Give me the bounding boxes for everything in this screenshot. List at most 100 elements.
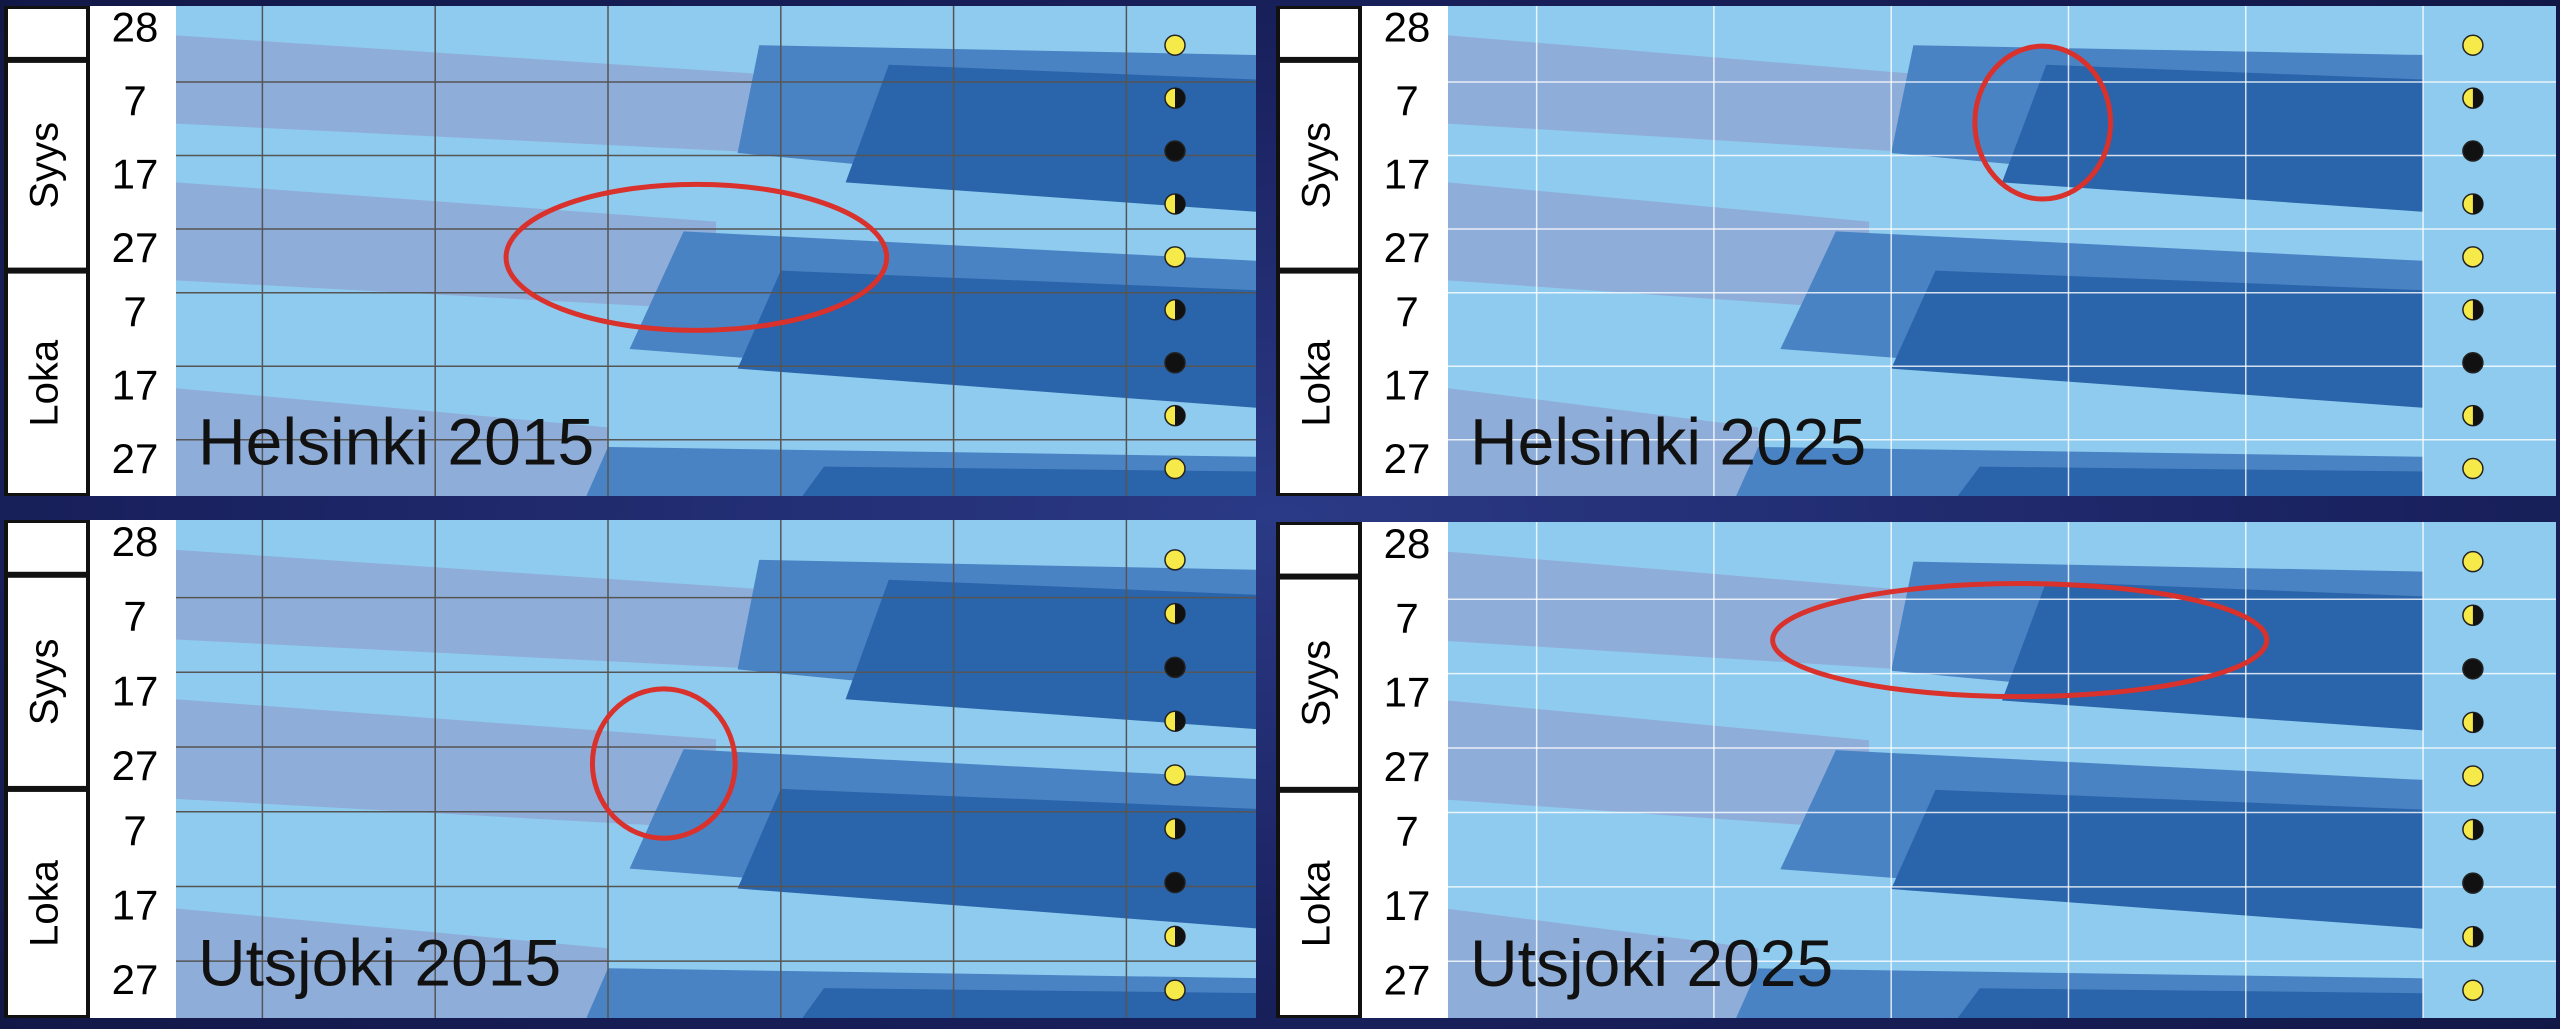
month-box (8, 62, 86, 268)
month-box (8, 9, 86, 57)
darkness-band (176, 388, 608, 496)
highlight-ellipse (503, 181, 890, 333)
month-box (1280, 792, 1358, 1015)
darkness-band (176, 699, 716, 829)
moon-phase (2462, 765, 2484, 787)
moon-shadow (2472, 405, 2483, 426)
day-label: 27 (1384, 956, 1431, 1003)
panel-title: Helsinki 2025 (1470, 404, 1866, 478)
day-label: 28 (1384, 6, 1431, 51)
moon-phase (1164, 549, 1186, 571)
darkness-band (802, 988, 1256, 1018)
day-label: 27 (1384, 743, 1431, 790)
darkness-band (1957, 466, 2424, 496)
day-label: 17 (112, 667, 159, 714)
moon-shadow (1175, 405, 1185, 426)
month-label: Loka (23, 859, 67, 946)
day-label: 17 (1384, 151, 1431, 198)
darkness-band (1957, 988, 2424, 1018)
day-label: 27 (1384, 435, 1431, 482)
day-label: 17 (1384, 669, 1431, 716)
darkness-band (1448, 35, 1925, 153)
panel: Syys Loka 28 7 17 27 7 17 27 Utsjoki 2025 (1276, 522, 2556, 1018)
moon-phase (1164, 871, 1186, 894)
month-box (1280, 273, 1358, 493)
day-label: 7 (123, 593, 146, 640)
day-column (1362, 6, 1448, 496)
panel-graphic: Syys Loka 28 7 17 27 7 17 27 Helsinki 2025 (1276, 6, 2556, 496)
moon-phase (2462, 246, 2484, 268)
panel: Syys Loka 28 7 17 27 7 17 27 Utsjoki 2015 (4, 520, 1256, 1018)
moon-phase (2462, 140, 2484, 162)
moon-shadow (1175, 299, 1185, 320)
day-column (90, 6, 176, 496)
moon-phase (1164, 457, 1186, 480)
highlight-ellipse (589, 686, 738, 841)
month-box (8, 273, 86, 493)
panel: Syys Loka 28 7 17 27 7 17 27 Helsinki 2025 (1276, 6, 2556, 496)
moon-shadow (1175, 711, 1185, 732)
moon-phase (1164, 34, 1186, 56)
darkness-band (176, 182, 716, 310)
darkness-band (1448, 182, 1870, 310)
darkness-band (176, 35, 770, 153)
darkness-band (845, 64, 1256, 212)
panel-title: Utsjoki 2015 (198, 926, 561, 1000)
moon-shadow (1175, 88, 1185, 109)
day-label: 27 (112, 435, 159, 482)
moon-phase (2462, 550, 2484, 573)
darkness-band (176, 549, 770, 670)
moon-shadow (2472, 819, 2483, 840)
moon-shadow (2472, 193, 2483, 214)
month-box (1280, 62, 1358, 268)
moon-shadow (2472, 88, 2483, 109)
day-label: 17 (112, 882, 159, 929)
month-box (8, 523, 86, 572)
panel-graphic: Syys Loka 28 7 17 27 7 17 27 Utsjoki 2025 (1276, 522, 2556, 1018)
panel-title: Helsinki 2015 (198, 404, 594, 478)
day-label: 17 (1384, 361, 1431, 408)
moon-shadow (2472, 605, 2483, 626)
day-column (1362, 522, 1448, 1018)
moon-phase (1164, 656, 1186, 679)
day-label: 17 (112, 361, 159, 408)
month-box (1280, 525, 1358, 574)
moon-phase (2462, 658, 2484, 680)
day-label: 7 (1395, 288, 1418, 335)
highlight-ellipse (1770, 581, 2270, 700)
moon-phase (1164, 351, 1186, 374)
month-label: Syys (1295, 640, 1339, 727)
darkness-band (1448, 551, 1925, 671)
day-label: 27 (112, 956, 159, 1003)
month-box (1280, 579, 1358, 787)
darkness-band (1448, 388, 1759, 496)
day-label: 17 (112, 151, 159, 198)
day-label: 7 (123, 288, 146, 335)
month-label: Loka (23, 339, 67, 426)
day-label: 17 (1384, 882, 1431, 929)
moon-shadow (2472, 299, 2483, 320)
month-label: Loka (1295, 860, 1339, 947)
moon-phase (2462, 34, 2484, 56)
moon-phase (1164, 246, 1186, 268)
day-label: 28 (112, 6, 159, 51)
day-label: 7 (1395, 77, 1418, 124)
moon-phase (1164, 140, 1186, 162)
moon-phase (1164, 764, 1186, 786)
month-box (8, 577, 86, 786)
day-label: 7 (1395, 594, 1418, 641)
month-label: Syys (23, 639, 67, 726)
day-label: 27 (112, 224, 159, 271)
moon-shadow (2472, 926, 2483, 947)
moon-phase (2462, 979, 2484, 1001)
darkness-band (845, 579, 1256, 730)
month-label: Syys (23, 122, 67, 209)
panel-graphic: Syys Loka 28 7 17 27 7 17 27 Helsinki 2015 (4, 6, 1256, 496)
month-label: Syys (1295, 122, 1339, 209)
panel: Syys Loka 28 7 17 27 7 17 27 Helsinki 2015 (4, 6, 1256, 496)
day-label: 7 (123, 77, 146, 124)
darkness-band (1891, 789, 2424, 929)
moon-shadow (1175, 603, 1185, 624)
day-label: 7 (123, 807, 146, 854)
